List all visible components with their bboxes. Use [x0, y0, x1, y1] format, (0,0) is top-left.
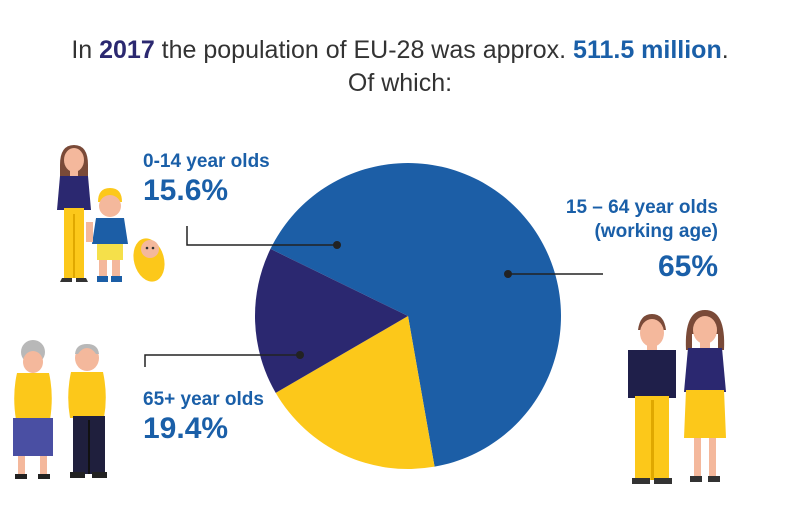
- headline-line-1: In 2017 the population of EU-28 was appr…: [0, 34, 800, 67]
- label-old-name: 65+ year olds: [143, 389, 264, 410]
- label-working-percent: 65%: [657, 250, 718, 283]
- headline-suffix: .: [721, 36, 729, 64]
- pie-chart: [254, 163, 561, 470]
- adult-man-figure: [628, 314, 676, 484]
- adult-woman-figure: [684, 310, 726, 482]
- label-young-percent: 15.6%: [143, 174, 229, 207]
- baby-figure: [133, 238, 165, 282]
- pie-slice-old: [275, 316, 435, 470]
- label-working-name-line-1: 15 – 64 year olds: [565, 197, 718, 218]
- adult-couple-illustration: [628, 310, 726, 484]
- leader-dot-working: [504, 270, 512, 278]
- leader-line-young: [186, 226, 337, 246]
- pie-slice-young: [254, 248, 408, 393]
- leader-dots: [296, 241, 512, 359]
- elderly-couple-illustration: [13, 340, 107, 479]
- headline-population: 511.5 million: [573, 36, 722, 64]
- label-old: 65+ year olds 19.4%: [143, 388, 264, 446]
- woman-child-baby-illustration: [57, 145, 165, 282]
- label-working: 15 – 64 year olds (working age) 65%: [566, 196, 718, 284]
- label-working-name-line-2: (working age): [594, 221, 718, 242]
- headline-line-2: Of which:: [347, 69, 453, 97]
- elderly-woman-figure: [13, 340, 53, 479]
- leader-dot-young: [333, 241, 341, 249]
- child-figure: [86, 188, 128, 282]
- headline-middle: the population of EU-28 was approx.: [154, 36, 574, 64]
- leader-lines: [144, 226, 603, 367]
- elderly-man-figure: [68, 344, 107, 478]
- pie-slice-working: [270, 163, 561, 467]
- label-young: 0-14 year olds 15.6%: [143, 150, 270, 208]
- label-old-percent: 19.4%: [143, 412, 229, 445]
- label-young-name: 0-14 year olds: [143, 151, 270, 172]
- leader-dot-old: [296, 351, 304, 359]
- headline-year: 2017: [99, 36, 155, 64]
- woman-figure: [57, 145, 91, 282]
- leader-line-old: [144, 354, 300, 367]
- headline-prefix: In: [71, 36, 100, 64]
- headline: In 2017 the population of EU-28 was appr…: [0, 34, 800, 100]
